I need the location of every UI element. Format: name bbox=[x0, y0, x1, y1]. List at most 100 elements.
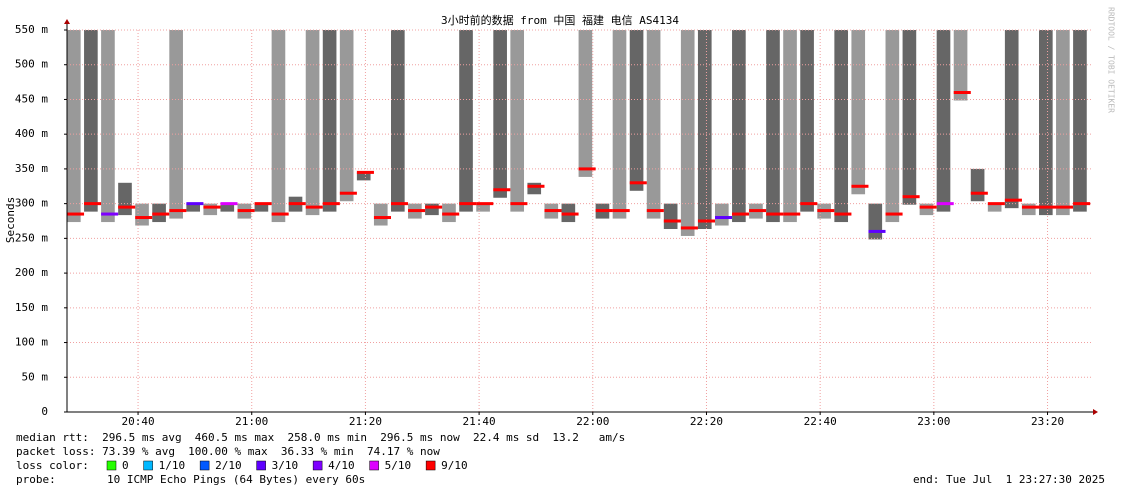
median bbox=[834, 212, 852, 216]
smoke bbox=[851, 30, 866, 195]
median bbox=[356, 170, 374, 174]
median bbox=[322, 202, 340, 206]
smoke bbox=[373, 203, 388, 226]
smoke bbox=[322, 30, 337, 212]
smoke bbox=[680, 30, 695, 236]
smoke bbox=[919, 203, 934, 216]
x-tick-label: 21:00 bbox=[235, 415, 268, 428]
x-tick-label: 23:20 bbox=[1031, 415, 1064, 428]
smoke bbox=[1073, 30, 1087, 212]
median bbox=[220, 202, 238, 206]
median bbox=[646, 209, 664, 213]
smoke bbox=[169, 30, 183, 219]
x-tick-label: 22:20 bbox=[690, 415, 723, 428]
median bbox=[817, 209, 835, 213]
smoke bbox=[510, 30, 525, 212]
smoke bbox=[101, 30, 115, 223]
median bbox=[118, 205, 136, 209]
smoke bbox=[936, 30, 951, 212]
legend-label: 9/10 bbox=[441, 459, 468, 472]
arrow bbox=[64, 19, 70, 24]
median bbox=[885, 212, 903, 216]
legend-swatch bbox=[143, 460, 153, 471]
median bbox=[987, 202, 1005, 206]
median bbox=[493, 188, 511, 192]
median bbox=[953, 91, 971, 95]
legend-label: 3/10 bbox=[272, 459, 299, 472]
smoke bbox=[425, 203, 439, 216]
median bbox=[288, 202, 306, 206]
y-tick-label: 300 m bbox=[15, 197, 48, 210]
median bbox=[715, 216, 733, 220]
median bbox=[135, 216, 153, 220]
median bbox=[749, 209, 767, 213]
smoke bbox=[271, 30, 286, 223]
y-tick-label: 400 m bbox=[15, 127, 48, 140]
median bbox=[1073, 202, 1091, 206]
smoke bbox=[1021, 203, 1036, 216]
smoke bbox=[663, 203, 678, 229]
x-tick-label: 21:40 bbox=[463, 415, 496, 428]
y-tick-label: 150 m bbox=[15, 301, 48, 314]
median bbox=[101, 212, 119, 216]
smoke bbox=[578, 30, 593, 177]
smoke bbox=[356, 172, 371, 181]
smoke bbox=[493, 30, 507, 198]
median bbox=[408, 209, 426, 213]
smoke bbox=[834, 30, 849, 223]
probe: 10 ICMP Echo Pings (64 Bytes) every 60s bbox=[107, 473, 365, 486]
median bbox=[476, 202, 494, 206]
median bbox=[1021, 205, 1039, 209]
side-note: RRDTOOL / TOBI OETIKER bbox=[1107, 7, 1116, 113]
median bbox=[254, 202, 272, 206]
x-tick-label: 22:00 bbox=[576, 415, 609, 428]
median bbox=[459, 202, 477, 206]
smoke bbox=[766, 30, 780, 223]
median bbox=[732, 212, 750, 216]
smoke bbox=[868, 203, 883, 240]
smoke bbox=[612, 30, 627, 219]
median bbox=[544, 209, 562, 213]
median bbox=[152, 212, 170, 216]
legend-label: 0 bbox=[122, 459, 129, 472]
smoke bbox=[220, 203, 235, 212]
y-tick-label: 100 m bbox=[15, 336, 48, 349]
smoke bbox=[697, 30, 712, 229]
median bbox=[578, 167, 596, 171]
x-tick-label: 23:00 bbox=[917, 415, 950, 428]
smoke bbox=[970, 168, 985, 202]
median bbox=[237, 209, 255, 213]
median bbox=[561, 212, 579, 216]
smoke bbox=[527, 182, 542, 195]
median bbox=[1039, 205, 1057, 209]
legend-label: 5/10 bbox=[385, 459, 412, 472]
arrow bbox=[1093, 409, 1098, 415]
smoke bbox=[629, 30, 644, 191]
smoke bbox=[391, 30, 405, 212]
y-tick-label: 0 bbox=[41, 405, 48, 418]
median bbox=[186, 202, 204, 206]
y-tick-label: 500 m bbox=[15, 58, 48, 71]
median bbox=[902, 195, 920, 199]
legend-swatch bbox=[312, 460, 323, 471]
smoke bbox=[1056, 30, 1070, 216]
smoke bbox=[203, 203, 218, 216]
median bbox=[970, 191, 988, 195]
median bbox=[1056, 205, 1074, 209]
median bbox=[595, 209, 613, 213]
legend-swatch bbox=[425, 460, 436, 471]
smoke bbox=[305, 30, 320, 216]
smoke bbox=[84, 30, 98, 212]
stats-line: median rtt: 296.5 ms avg 460.5 ms max 25… bbox=[16, 431, 625, 444]
legend-label: 1/10 bbox=[159, 459, 186, 472]
y-tick-label: 350 m bbox=[15, 162, 48, 175]
stats-line: packet loss: 73.39 % avg 100.00 % max 36… bbox=[16, 445, 440, 458]
median bbox=[663, 219, 681, 223]
x-tick-label: 22:40 bbox=[804, 415, 837, 428]
median bbox=[766, 212, 784, 216]
smoke bbox=[118, 182, 132, 216]
smoke bbox=[459, 30, 473, 212]
